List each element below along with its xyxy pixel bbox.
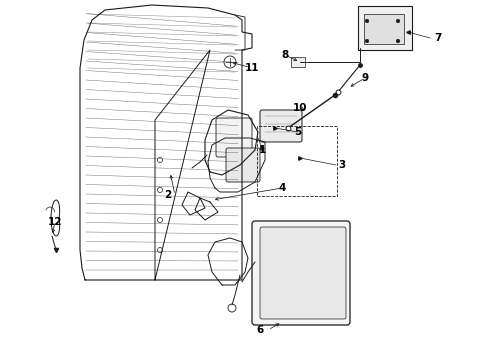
Circle shape (365, 19, 369, 23)
Text: 5: 5 (294, 127, 302, 137)
Circle shape (365, 39, 369, 43)
FancyBboxPatch shape (260, 110, 302, 142)
Text: 6: 6 (256, 325, 264, 335)
FancyBboxPatch shape (291, 57, 305, 67)
FancyBboxPatch shape (364, 14, 404, 44)
FancyBboxPatch shape (252, 221, 350, 325)
Text: 2: 2 (164, 190, 171, 200)
Text: 3: 3 (339, 160, 345, 170)
FancyBboxPatch shape (216, 118, 252, 157)
Text: 11: 11 (245, 63, 259, 73)
FancyBboxPatch shape (260, 227, 346, 319)
Text: 4: 4 (278, 183, 286, 193)
Text: 8: 8 (281, 50, 289, 60)
Text: 10: 10 (293, 103, 307, 113)
Text: 1: 1 (258, 145, 266, 155)
Text: 7: 7 (434, 33, 441, 43)
Circle shape (396, 19, 400, 23)
Text: 12: 12 (48, 217, 62, 227)
FancyBboxPatch shape (358, 6, 412, 50)
Circle shape (396, 39, 400, 43)
Text: 9: 9 (362, 73, 368, 83)
FancyBboxPatch shape (226, 148, 260, 182)
